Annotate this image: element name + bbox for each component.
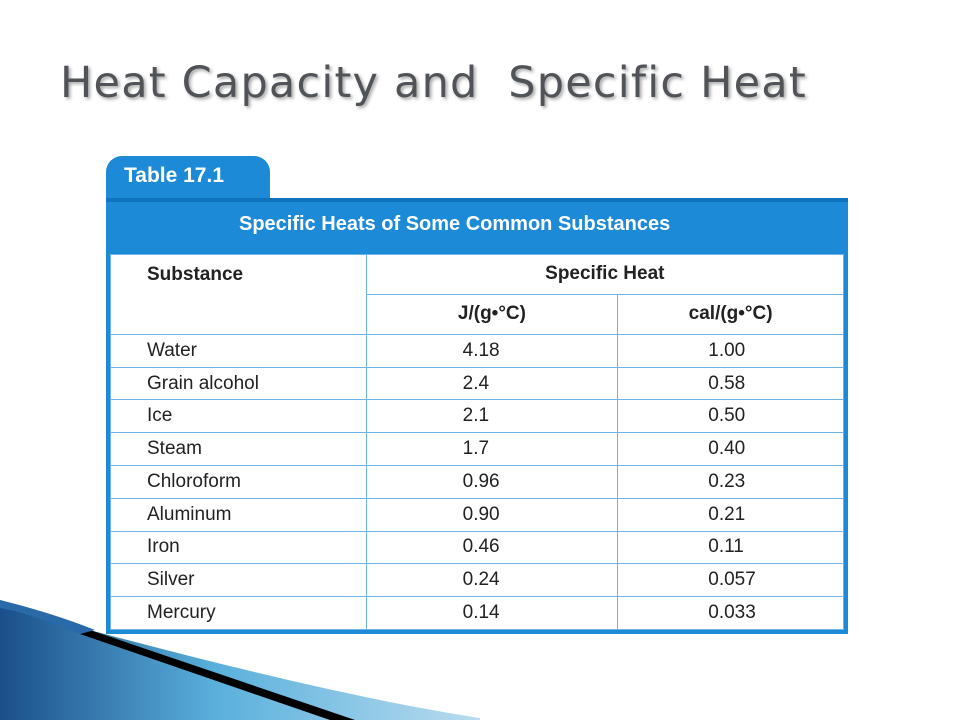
- cell-substance: Ice: [110, 399, 367, 434]
- cell-joules: 4.18: [365, 333, 619, 368]
- cell-substance: Iron: [110, 530, 367, 565]
- cell-substance: Steam: [110, 432, 367, 467]
- cell-joules: 2.4: [365, 366, 619, 401]
- cell-joules: 0.96: [365, 465, 619, 499]
- specific-heat-table: Substance Specific Heat J/(g•°C) cal/(g•…: [110, 254, 845, 630]
- slide-title: Heat Capacity and Specific Heat: [60, 58, 807, 108]
- cell-calories: 0.057: [617, 563, 844, 598]
- header-unit-joules: J/(g•°C): [365, 293, 619, 335]
- cell-substance: Grain alcohol: [110, 366, 367, 401]
- cell-substance: Mercury: [110, 596, 367, 630]
- cell-calories: 1.00: [617, 333, 844, 368]
- cell-calories: 0.50: [617, 399, 844, 434]
- table-header-row: Substance Specific Heat: [110, 254, 845, 335]
- cell-calories: 0.11: [617, 530, 844, 565]
- cell-calories: 0.58: [617, 366, 844, 401]
- table-caption: Specific Heats of Some Common Substances: [239, 213, 671, 235]
- table-row: Water 4.18 1.00: [110, 333, 844, 368]
- table-frame: Substance Specific Heat J/(g•°C) cal/(g•…: [106, 250, 848, 634]
- table-row: Iron 0.46 0.11: [110, 530, 844, 565]
- cell-joules: 0.14: [365, 596, 619, 630]
- table-row: Mercury 0.14 0.033: [110, 596, 844, 630]
- table-row: Silver 0.24 0.057: [110, 563, 844, 598]
- cell-substance: Water: [110, 333, 367, 368]
- header-specific-heat: Specific Heat: [365, 254, 845, 295]
- cell-calories: 0.033: [617, 596, 844, 630]
- cell-calories: 0.23: [617, 465, 844, 499]
- table-row: Chloroform 0.96 0.23: [110, 465, 844, 499]
- cell-joules: 0.46: [365, 530, 619, 565]
- header-substance: Substance: [110, 254, 367, 335]
- cell-joules: 2.1: [365, 399, 619, 434]
- cell-substance: Aluminum: [110, 497, 367, 532]
- cell-joules: 1.7: [365, 432, 619, 467]
- table-row: Aluminum 0.90 0.21: [110, 497, 844, 532]
- specific-heat-table-figure: Table 17.1 Specific Heats of Some Common…: [106, 156, 848, 634]
- cell-joules: 0.24: [365, 563, 619, 598]
- cell-joules: 0.90: [365, 497, 619, 532]
- cell-substance: Chloroform: [110, 465, 367, 499]
- header-unit-calories: cal/(g•°C): [617, 293, 844, 335]
- table-row: Steam 1.7 0.40: [110, 432, 844, 467]
- table-number-tab: Table 17.1: [106, 156, 270, 198]
- table-unit-row: J/(g•°C) cal/(g•°C): [111, 293, 844, 335]
- table-row: Ice 2.1 0.50: [110, 399, 844, 434]
- corner-wave-decoration: [0, 600, 480, 720]
- cell-substance: Silver: [110, 563, 367, 598]
- table-caption-bar: Specific Heats of Some Common Substances: [106, 198, 848, 250]
- cell-calories: 0.21: [617, 497, 844, 532]
- table-row: Grain alcohol 2.4 0.58: [110, 366, 844, 401]
- table-number-label: Table 17.1: [124, 164, 224, 187]
- cell-calories: 0.40: [617, 432, 844, 467]
